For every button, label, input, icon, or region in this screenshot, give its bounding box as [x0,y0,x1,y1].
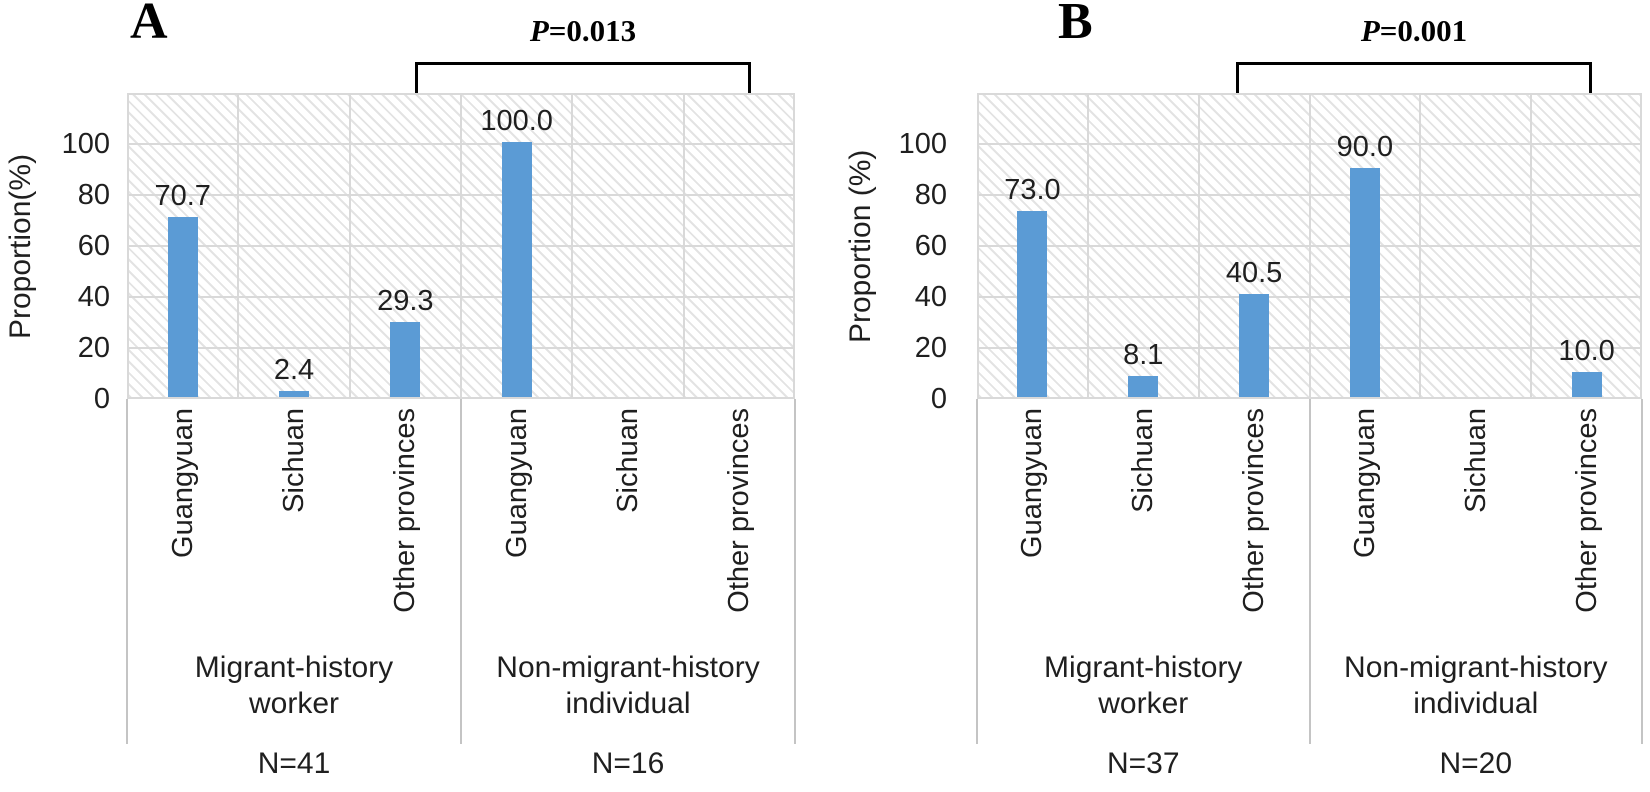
y-tick-label: 20 [77,332,110,364]
p-value-annotation: P=0.001 [1236,15,1592,46]
p-symbol: P [1360,13,1380,48]
axis-group-divider [976,399,978,744]
x-category-label: Sichuan [1459,408,1492,513]
gridline-v [682,95,685,397]
bar-value-label: 29.3 [377,285,434,318]
axis-group-divider [460,399,462,744]
axis-group-divider [794,399,796,744]
bar [279,390,309,397]
bar-value-label: 70.7 [154,179,211,212]
x-category-label: Other provinces [1570,408,1603,613]
x-category-label: Guangyuan [1016,408,1049,558]
y-tick-label: 40 [77,281,110,313]
sample-size-label: N=41 [257,747,331,780]
y-tick-label: 100 [898,128,947,160]
bar [390,322,421,397]
sample-size-label: N=16 [591,747,665,780]
group-label-line2: individual [1413,687,1539,720]
sample-size-label: N=37 [1106,747,1180,780]
bar [1017,210,1048,397]
gridline-v [1086,95,1089,397]
axis-group-divider [1308,399,1311,744]
group-label-migrant: Migrant-history worker [977,650,1310,722]
bar-value-label: 73.0 [1004,173,1061,206]
y-tick-label: 0 [93,383,110,415]
y-tick-label: 80 [914,179,947,211]
bar-value-label: 2.4 [273,353,315,386]
gridline-v [1419,95,1422,397]
axis-group-divider [1641,399,1643,744]
panel-letter-a: A [130,0,168,50]
gridline-v [1530,95,1533,397]
gridline-v [571,95,574,397]
p-value-annotation: P=0.013 [415,15,751,46]
group-label-non-migrant: Non-migrant-history individual [461,650,795,722]
p-value-text: =0.013 [548,13,637,48]
y-tick-label: 40 [914,281,947,313]
x-category-label: Sichuan [1127,408,1160,513]
y-tick-label: 100 [61,128,110,160]
plot-area: 70.7 2.4 29.3 100.0 [127,93,795,399]
gridline-v [348,95,351,397]
bar-value-label: 8.1 [1123,339,1164,372]
y-tick-label: 60 [914,230,947,262]
gridline-v [1197,95,1200,397]
bar [167,216,198,397]
sample-size-label: N=20 [1439,747,1513,780]
gridline-v [460,95,462,397]
y-tick-label: 80 [77,179,110,211]
bar-value-label: 10.0 [1558,334,1615,367]
bar-value-label: 40.5 [1225,256,1283,289]
y-tick-label: 0 [930,383,947,415]
bar [1239,293,1270,397]
gridline-v [1308,95,1311,397]
bar [1571,371,1602,397]
group-label-line2: worker [248,687,339,720]
group-label-non-migrant: Non-migrant-history individual [1310,650,1643,722]
p-value-text: =0.001 [1379,13,1468,48]
y-tick-label: 20 [914,332,947,364]
bar-value-label: 100.0 [480,105,553,137]
bar [1128,376,1159,397]
p-symbol: P [529,13,549,48]
significance-bracket [1236,62,1592,95]
gridline-v [237,95,240,397]
group-label-line1: Migrant-history [1044,651,1243,684]
group-label-line2: worker [1098,687,1189,720]
group-label-line1: Non-migrant-history [1344,651,1608,684]
group-label-line2: individual [565,687,691,720]
group-label-line1: Migrant-history [194,651,394,684]
x-category-label: Other provinces [1238,408,1271,613]
significance-bracket [415,62,751,95]
axis-group-divider [126,399,128,744]
x-category-label: Guangyuan [1348,408,1381,558]
bar-value-label: 90.0 [1336,130,1394,163]
y-tick-label: 60 [77,230,110,262]
panel-letter-b: B [1058,0,1093,50]
plot-area: 73.0 8.1 40.5 90.0 10.0 [977,93,1642,399]
bar [501,142,532,397]
group-label-migrant: Migrant-history worker [127,650,461,722]
group-label-line1: Non-migrant-history [496,651,760,684]
bar [1349,167,1380,397]
